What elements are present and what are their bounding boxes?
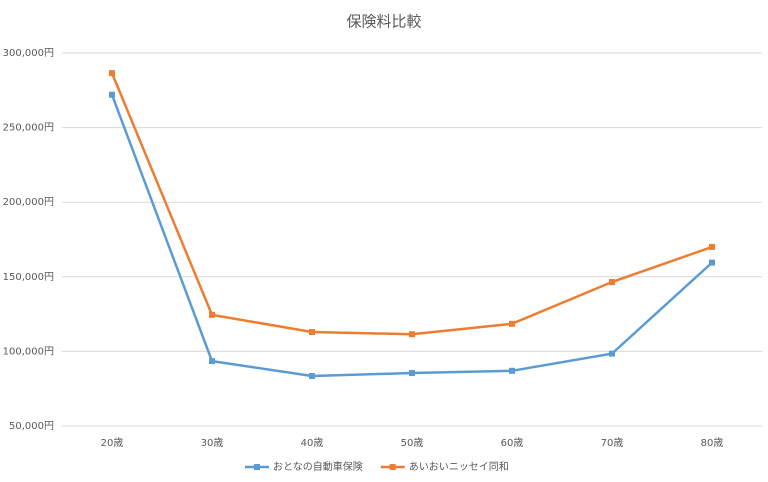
data-point (609, 279, 615, 286)
legend-label: あいおいニッセイ同和 (409, 461, 509, 473)
data-point (709, 259, 715, 266)
data-point (209, 311, 215, 318)
y-tick-label: 100,000円 (3, 346, 54, 357)
x-tick-label: 60歳 (501, 437, 524, 449)
data-point (509, 367, 515, 374)
data-point (409, 370, 415, 377)
y-tick-label: 200,000円 (3, 197, 54, 208)
x-tick-label: 40歳 (301, 437, 324, 449)
legend-label: おとなの自動車保険 (273, 460, 363, 473)
y-tick-label: 300,000円 (3, 48, 54, 59)
x-tick-label: 30歳 (201, 437, 224, 449)
data-point (309, 329, 315, 336)
x-tick-label: 80歳 (701, 437, 724, 449)
data-point (509, 320, 515, 327)
chart-title: 保険料比較 (346, 13, 421, 31)
series-line (110, 72, 713, 336)
data-point (109, 91, 115, 98)
data-point (609, 350, 615, 357)
y-tick-label: 250,000円 (3, 123, 54, 134)
data-point (709, 243, 715, 250)
y-tick-label: 150,000円 (3, 272, 54, 283)
legend-marker (254, 464, 260, 470)
data-point (309, 373, 315, 380)
legend-marker (389, 464, 396, 470)
y-tick-label: 50,000円 (9, 421, 54, 432)
x-tick-label: 70歳 (601, 437, 624, 449)
data-point (209, 358, 215, 365)
data-point (409, 331, 415, 338)
x-tick-label: 20歳 (101, 437, 124, 449)
data-point (109, 70, 115, 77)
x-tick-label: 50歳 (401, 437, 424, 449)
